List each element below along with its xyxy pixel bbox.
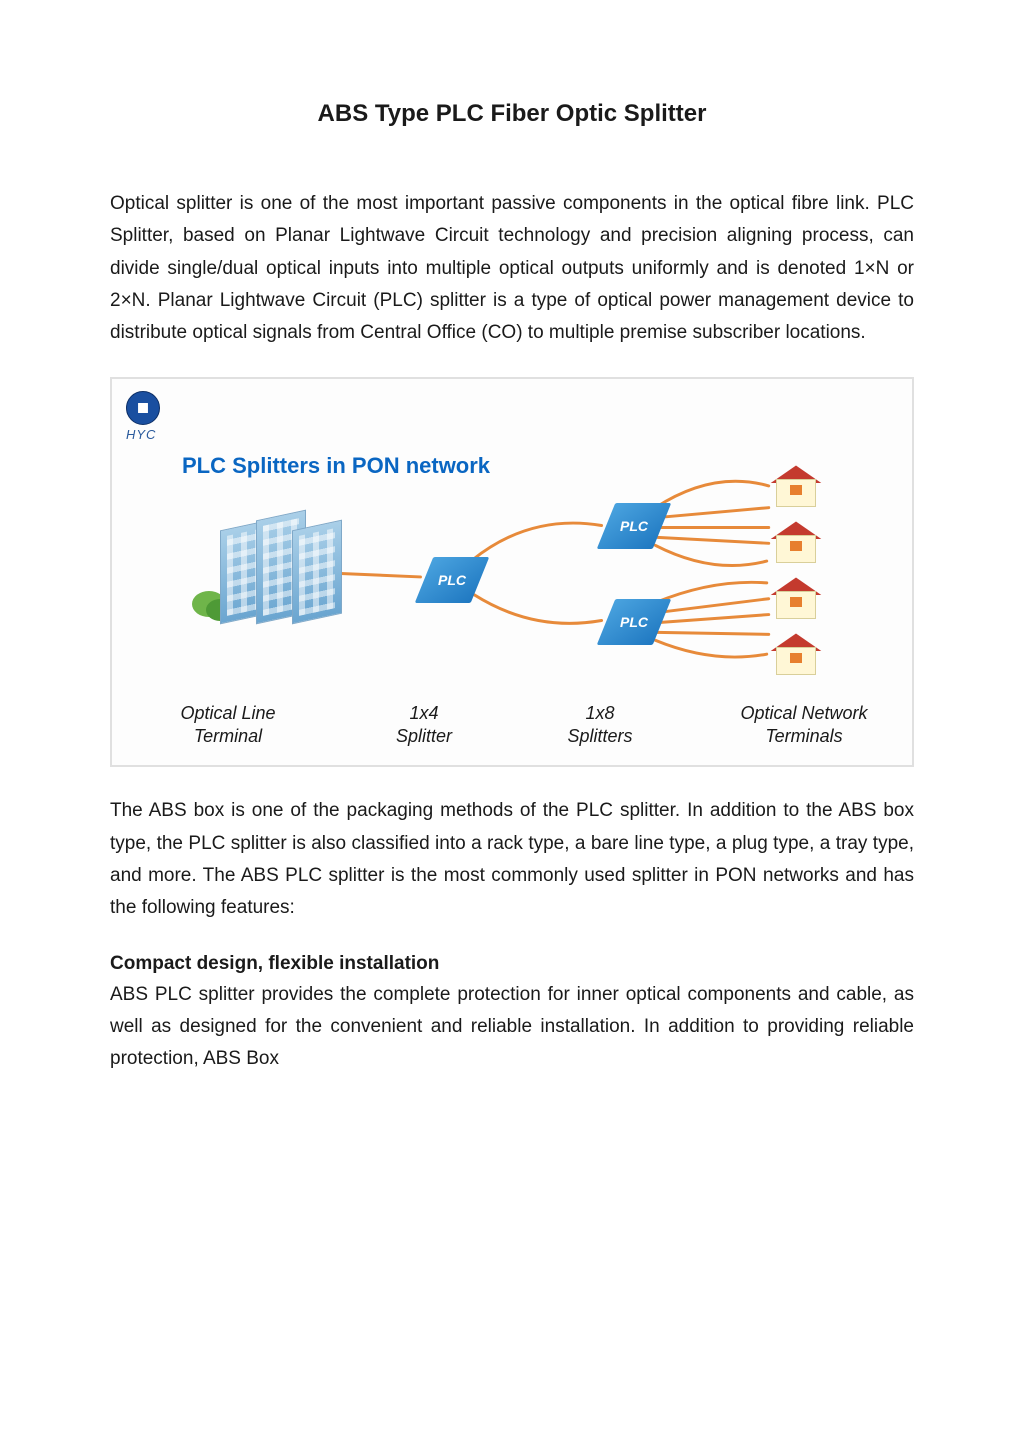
ont-house-icon xyxy=(770,521,822,563)
pon-network-diagram: HYC PLC Splitters in PON network PLC PLC… xyxy=(110,377,914,767)
plc-splitter-1x8-top-icon: PLC xyxy=(597,503,672,549)
hyc-logo-icon xyxy=(126,391,160,425)
feature-paragraph: ABS PLC splitter provides the complete p… xyxy=(110,979,914,1076)
ont-house-icon xyxy=(770,633,822,675)
plc-splitter-1x4-icon: PLC xyxy=(415,557,490,603)
ont-house-icon xyxy=(770,465,822,507)
optical-line-terminal-icon xyxy=(202,509,332,619)
caption-olt: Optical LineTerminal xyxy=(112,702,344,747)
caption-1x4-splitter: 1x4Splitter xyxy=(344,702,504,747)
page-title: ABS Type PLC Fiber Optic Splitter xyxy=(110,100,914,128)
feature-heading: Compact design, flexible installation xyxy=(110,953,914,975)
diagram-title: PLC Splitters in PON network xyxy=(182,453,490,479)
caption-1x8-splitters: 1x8Splitters xyxy=(504,702,696,747)
caption-ont: Optical NetworkTerminals xyxy=(696,702,912,747)
intro-paragraph: Optical splitter is one of the most impo… xyxy=(110,188,914,349)
hyc-logo-text: HYC xyxy=(126,427,156,442)
ont-house-icon xyxy=(770,577,822,619)
plc-splitter-1x8-bottom-icon: PLC xyxy=(597,599,672,645)
packaging-paragraph: The ABS box is one of the packaging meth… xyxy=(110,795,914,924)
diagram-caption-row: Optical LineTerminal 1x4Splitter 1x8Spli… xyxy=(112,702,912,747)
